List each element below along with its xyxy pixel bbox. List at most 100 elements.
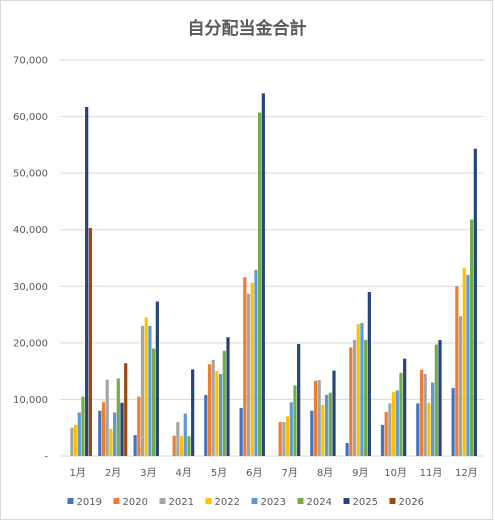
bar-2019-8月 bbox=[310, 410, 314, 456]
bars bbox=[70, 93, 477, 457]
y-axis-ticks: - 10,000 20,000 30,000 40,000 50,000 60,000 70,… bbox=[13, 56, 48, 463]
bar-2023-9月 bbox=[360, 323, 364, 456]
bar-2021-1月 bbox=[70, 427, 74, 456]
bar-2021-5月 bbox=[211, 359, 215, 456]
gridlines bbox=[60, 59, 484, 457]
bar-2023-8月 bbox=[325, 394, 329, 456]
bar-2025-4月 bbox=[191, 369, 195, 456]
legend-item-2023: 2023 bbox=[251, 497, 286, 508]
bar-2024-2月 bbox=[116, 378, 120, 456]
legend-label: 2024 bbox=[307, 497, 332, 508]
legend: 2019 2020 2021 2022 2023 2024 2025 2026 bbox=[67, 497, 424, 508]
bar-2022-10月 bbox=[391, 392, 396, 456]
y-tick-label: 20,000 bbox=[13, 338, 48, 349]
x-tick-label: 3月 bbox=[140, 467, 156, 479]
bar-2021-8月 bbox=[317, 380, 321, 456]
bar-2024-3月 bbox=[152, 348, 156, 456]
bar-2019-6月 bbox=[239, 407, 243, 456]
bar-2023-1月 bbox=[77, 412, 81, 456]
y-tick-label: 30,000 bbox=[13, 282, 48, 293]
bar-2024-9月 bbox=[364, 340, 368, 456]
bar-2025-3月 bbox=[155, 301, 159, 456]
bar-2020-9月 bbox=[349, 347, 353, 456]
bar-2024-11月 bbox=[434, 344, 438, 456]
bar-2023-7月 bbox=[289, 402, 293, 456]
x-tick-label: 4月 bbox=[175, 467, 191, 479]
bar-2023-11月 bbox=[431, 382, 435, 456]
x-tick-label: 10月 bbox=[384, 467, 407, 479]
legend-label: 2022 bbox=[215, 497, 240, 508]
bar-2021-10月 bbox=[388, 403, 392, 456]
y-tick-label: 40,000 bbox=[13, 225, 48, 236]
bar-2021-12月 bbox=[458, 316, 463, 456]
legend-label: 2026 bbox=[399, 497, 424, 508]
bar-2024-5月 bbox=[222, 350, 226, 456]
x-tick-label: 12月 bbox=[455, 467, 478, 479]
bar-2024-10月 bbox=[399, 372, 403, 456]
legend-item-2025: 2025 bbox=[343, 497, 378, 508]
bar-2023-6月 bbox=[254, 269, 258, 456]
x-tick-label: 11月 bbox=[420, 467, 443, 479]
bar-2024-8月 bbox=[328, 392, 332, 456]
bar-2022-9月 bbox=[356, 324, 360, 456]
x-tick-label: 2月 bbox=[105, 467, 121, 479]
legend-label: 2020 bbox=[123, 497, 148, 508]
bar-2022-12月 bbox=[462, 268, 466, 456]
bar-2023-10月 bbox=[395, 390, 399, 456]
x-tick-label: 9月 bbox=[352, 467, 368, 479]
bar-2019-5月 bbox=[204, 394, 208, 456]
y-tick-label: 70,000 bbox=[13, 56, 48, 67]
bar-2025-12月 bbox=[473, 148, 477, 456]
bar-2024-1月 bbox=[81, 396, 85, 456]
bar-2024-4月 bbox=[187, 436, 191, 456]
bar-2021-9月 bbox=[352, 340, 357, 456]
bar-2020-8月 bbox=[313, 380, 318, 456]
x-tick-label: 1月 bbox=[69, 467, 85, 479]
legend-swatch bbox=[159, 498, 166, 504]
bar-2022-4月 bbox=[179, 436, 184, 456]
bar-2020-7月 bbox=[278, 422, 282, 456]
y-tick-label: 50,000 bbox=[13, 169, 48, 180]
legend-swatch bbox=[297, 498, 304, 504]
bar-2022-3月 bbox=[144, 317, 148, 456]
bar-2025-10月 bbox=[403, 358, 407, 456]
chart-title: 自分配当金合計 bbox=[188, 18, 307, 39]
x-tick-label: 6月 bbox=[246, 467, 262, 479]
legend-swatch bbox=[205, 498, 212, 504]
bar-2025-1月 bbox=[85, 106, 89, 456]
bar-2019-2月 bbox=[98, 410, 102, 456]
bar-2025-9月 bbox=[367, 291, 371, 456]
x-tick-label: 7月 bbox=[281, 467, 297, 479]
y-tick-label: 60,000 bbox=[13, 112, 48, 123]
bar-2020-11月 bbox=[419, 370, 424, 456]
bar-2021-4月 bbox=[176, 422, 180, 456]
bar-2022-1月 bbox=[73, 424, 78, 456]
legend-item-2026: 2026 bbox=[389, 497, 424, 508]
legend-swatch bbox=[113, 498, 120, 504]
bar-2021-3月 bbox=[140, 325, 145, 456]
x-tick-label: 8月 bbox=[317, 467, 333, 479]
bar-2023-5月 bbox=[219, 373, 223, 456]
bar-2023-3月 bbox=[148, 325, 152, 456]
bar-2023-12月 bbox=[466, 274, 470, 456]
bar-2021-6月 bbox=[246, 293, 251, 456]
legend-item-2020: 2020 bbox=[113, 497, 148, 508]
bar-2023-2月 bbox=[113, 412, 117, 456]
x-tick-label: 5月 bbox=[211, 467, 227, 479]
bar-2020-10月 bbox=[384, 411, 388, 456]
bar-2022-7月 bbox=[285, 416, 290, 456]
bar-2025-2月 bbox=[120, 402, 124, 456]
legend-item-2022: 2022 bbox=[205, 497, 240, 508]
legend-swatch bbox=[389, 498, 396, 504]
bar-2020-12月 bbox=[455, 286, 459, 456]
legend-swatch bbox=[67, 498, 74, 504]
y-tick-label: - bbox=[44, 452, 48, 463]
bar-2025-7月 bbox=[297, 343, 301, 456]
y-tick-label: 10,000 bbox=[13, 395, 48, 406]
bar-2021-2月 bbox=[105, 379, 109, 456]
legend-item-2024: 2024 bbox=[297, 497, 332, 508]
bar-2022-8月 bbox=[321, 405, 325, 456]
bar-2019-10月 bbox=[380, 424, 385, 456]
bar-2026-2月 bbox=[124, 363, 128, 456]
